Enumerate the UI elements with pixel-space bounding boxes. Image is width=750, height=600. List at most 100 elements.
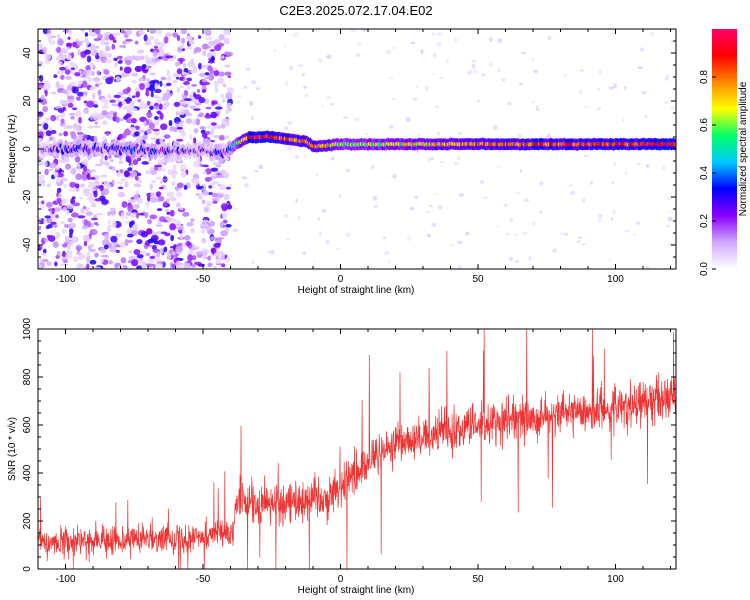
spectrogram-noise-cell	[90, 53, 97, 56]
spectrogram-noise-cell	[62, 259, 69, 264]
spectrogram-noise-cell	[111, 166, 116, 172]
spectrogram-noise-cell	[77, 163, 81, 171]
spectrogram-noise-cell	[98, 51, 105, 58]
spectrogram-noise-cell	[202, 50, 207, 57]
spectrogram-noise-cell	[75, 245, 83, 251]
spectrogram-xtick-label: -50	[196, 274, 211, 285]
spectrogram-noise-cell	[409, 206, 414, 211]
spectrogram-noise-cell	[222, 83, 227, 88]
spectrogram-noise-cell	[213, 69, 220, 77]
spectrogram-noise-cell	[633, 233, 637, 236]
spectrogram-noise-cell	[136, 179, 143, 184]
spectrogram-noise-cell	[438, 205, 443, 210]
spectrogram-noise-cell	[372, 195, 378, 201]
spectrogram-noise-cell	[89, 45, 97, 51]
spectrogram-noise-cell	[120, 212, 125, 219]
snr-xlabel: Height of straight line (km)	[298, 585, 415, 596]
spectrogram-noise-cell	[107, 53, 112, 58]
spectrogram-noise-cell	[211, 100, 218, 105]
spectrogram-noise-cell	[388, 124, 394, 129]
colorbar-tick-label: 0.2	[699, 214, 710, 228]
spectrogram-noise-cell	[636, 221, 641, 225]
colorbar-tick-label: 0.4	[699, 166, 710, 180]
spectrogram-noise-cell	[109, 159, 114, 163]
spectrogram-noise-cell	[166, 89, 171, 93]
spectrogram-noise-cell	[183, 184, 188, 191]
spectrogram-noise-cell	[62, 123, 67, 129]
spectrogram-noise-cell	[321, 104, 324, 108]
spectrogram-noise-cell	[38, 230, 41, 238]
spectrogram-noise-cell	[560, 232, 563, 236]
snr-plot-area	[38, 329, 676, 569]
spectrogram-noise-cell	[190, 218, 195, 223]
spectrogram-noise-cell	[155, 176, 162, 180]
spectrogram-noise-cell	[552, 248, 557, 253]
spectrogram-noise-cell	[433, 193, 440, 196]
spectrogram-noise-cell	[535, 108, 541, 111]
spectrogram-noise-cell	[193, 92, 197, 98]
spectrogram-noise-cell	[191, 84, 198, 87]
spectrogram-noise-cell	[209, 49, 215, 52]
spectrogram-noise-cell	[195, 118, 201, 126]
spectrogram-noise-cell	[539, 210, 543, 214]
spectrogram-noise-cell	[215, 239, 223, 244]
spectrogram-noise-cell	[210, 122, 217, 126]
spectrogram-noise-cell	[181, 71, 188, 76]
snr-series-line	[38, 329, 676, 569]
spectrogram-noise-cell	[598, 69, 603, 75]
spectrogram-noise-cell	[97, 89, 102, 96]
spectrogram-noise-cell	[111, 43, 116, 50]
spectrogram-noise-cell	[388, 259, 391, 264]
spectrogram-noise-cell	[645, 164, 649, 168]
spectrogram-noise-cell	[75, 252, 83, 256]
spectrogram-noise-cell	[471, 59, 477, 63]
spectrogram-noise-cell	[145, 252, 151, 257]
spectrogram-noise-cell	[287, 120, 293, 126]
spectrogram-noise-cell	[208, 73, 215, 81]
spectrogram-noise-cell	[507, 101, 512, 106]
spectrogram-noise-cell	[45, 225, 50, 230]
spectrogram-noise-cell	[245, 67, 251, 71]
spectrogram-noise-cell	[72, 86, 79, 94]
spectrogram-noise-cell	[159, 80, 163, 87]
spectrogram-noise-cell	[111, 211, 116, 217]
spectrogram-noise-cell	[75, 96, 81, 101]
spectrogram-noise-cell	[154, 164, 163, 168]
spectrogram-noise-cell	[112, 39, 117, 43]
spectrogram-noise-cell	[84, 32, 89, 37]
spectrogram-noise-cell	[612, 83, 618, 89]
spectrogram-noise-cell	[164, 77, 172, 81]
spectrogram-noise-cell	[146, 192, 151, 199]
spectrogram-noise-cell	[237, 95, 242, 98]
spectrogram-ytick-label: 40	[22, 47, 33, 59]
spectrogram-noise-cell	[433, 52, 437, 58]
spectrogram-noise-cell	[233, 207, 238, 210]
spectrogram-noise-cell	[68, 232, 73, 239]
spectrogram-noise-cell	[152, 50, 158, 58]
spectrogram-noise-cell	[48, 168, 54, 172]
snr-xtick-label: 50	[472, 574, 484, 585]
spectrogram-noise-cell	[153, 102, 159, 107]
spectrogram-noise-cell	[412, 97, 418, 101]
spectrogram-noise-cell	[127, 199, 135, 204]
spectrogram-noise-cell	[176, 182, 184, 188]
spectrogram-noise-cell	[176, 191, 183, 198]
spectrogram-noise-cell	[75, 173, 83, 181]
spectrogram-noise-cell	[115, 116, 120, 124]
spectrogram-noise-cell	[57, 108, 65, 113]
spectrogram-noise-cell	[96, 70, 101, 76]
spectrogram-noise-cell	[436, 42, 442, 47]
snr-xtick-label: 100	[607, 574, 624, 585]
spectrogram-noise-cell	[119, 178, 127, 182]
spectrogram-noise-cell	[43, 122, 49, 130]
spectrogram-noise-cell	[608, 86, 614, 90]
spectrogram-noise-cell	[71, 236, 79, 243]
spectrogram-noise-cell	[172, 32, 179, 38]
spectrogram-noise-cell	[53, 207, 61, 212]
spectrogram-noise-cell	[60, 177, 68, 182]
spectrogram-noise-cell	[670, 106, 675, 109]
spectrogram-noise-cell	[202, 81, 211, 86]
spectrogram-noise-cell	[139, 82, 145, 91]
spectrogram-noise-cell	[207, 255, 212, 261]
spectrogram-noise-cell	[211, 180, 219, 185]
